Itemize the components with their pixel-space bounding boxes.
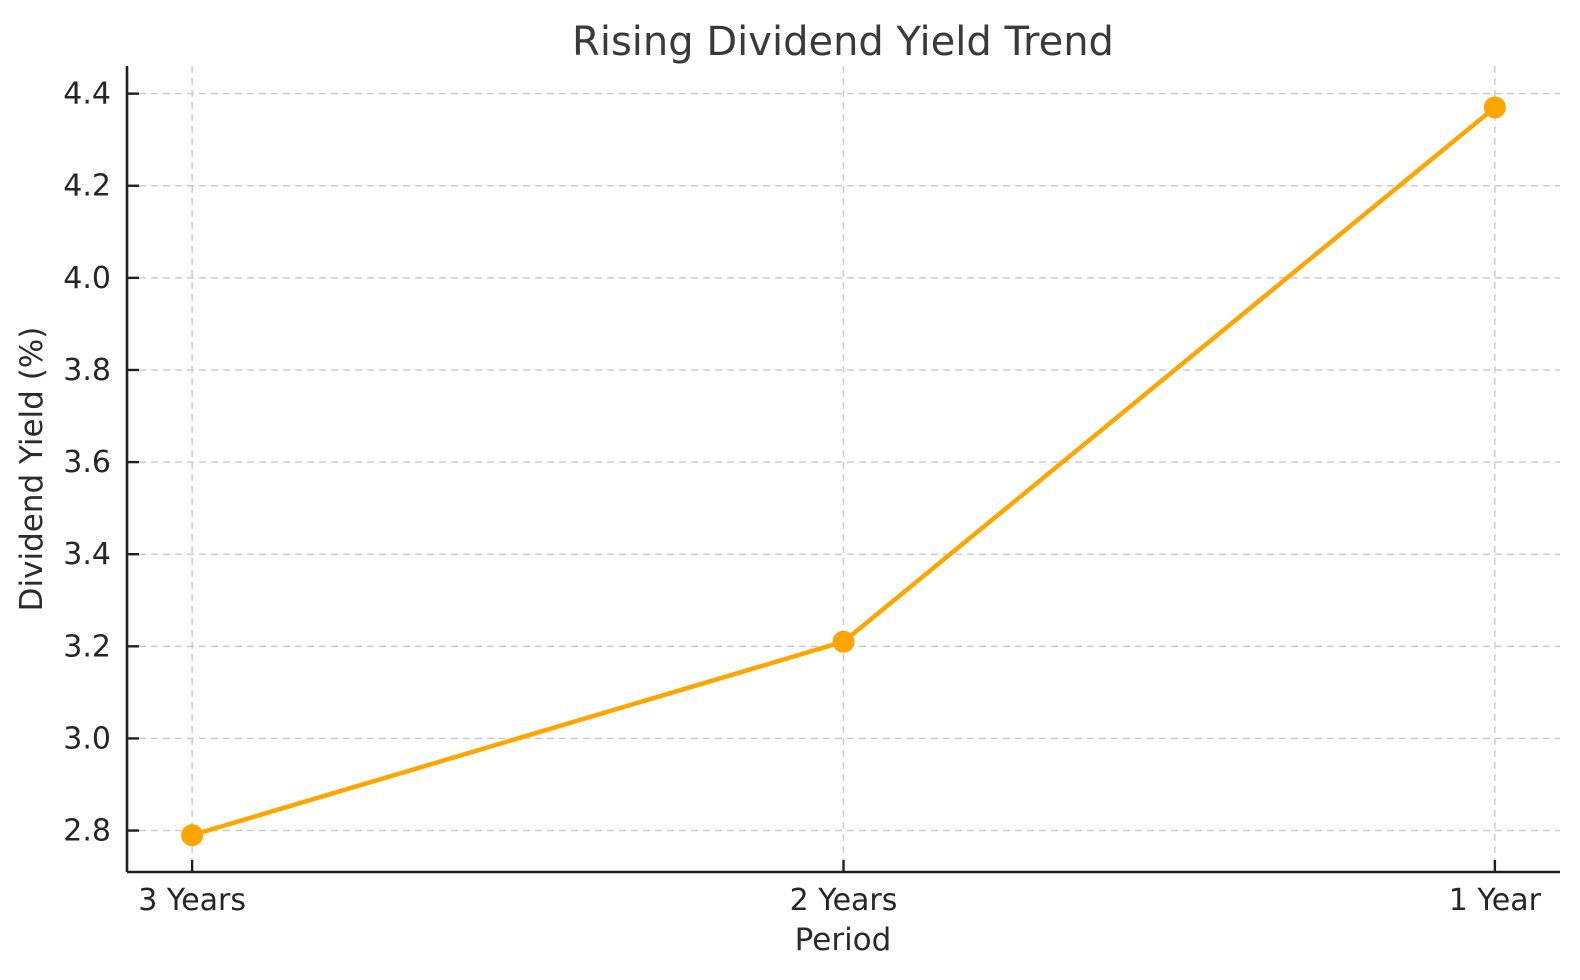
tick-label-layer: 2.8 3.0 3.2 3.4 3.6 3.8 4.0 4.2 4.4 3 Years 2 Year… xyxy=(63,77,1541,918)
y-tick-label: 4.4 xyxy=(63,77,111,112)
x-tick-label: 2 Years xyxy=(790,883,898,918)
y-axis-title: Dividend Yield (%) xyxy=(14,327,50,612)
x-axis-title: Period xyxy=(795,922,892,958)
data-point xyxy=(181,824,204,847)
axis-layer xyxy=(125,66,1560,874)
data-point xyxy=(832,630,855,653)
grid-layer xyxy=(127,66,1560,872)
chart-title: Rising Dividend Yield Trend xyxy=(572,19,1114,65)
data-point xyxy=(1483,96,1506,119)
y-tick-label: 3.2 xyxy=(63,629,111,664)
y-tick-label: 4.0 xyxy=(63,261,111,296)
y-tick-label: 3.6 xyxy=(63,445,111,480)
x-tick-label: 3 Years xyxy=(138,883,246,918)
y-tick-label: 3.0 xyxy=(63,721,111,756)
y-tick-label: 3.4 xyxy=(63,537,111,572)
y-tick-label: 4.2 xyxy=(63,169,111,204)
y-tick-label: 2.8 xyxy=(63,814,111,849)
data-layer xyxy=(181,96,1506,847)
y-tick-label: 3.8 xyxy=(63,353,111,388)
x-tick-label: 1 Year xyxy=(1449,883,1542,918)
